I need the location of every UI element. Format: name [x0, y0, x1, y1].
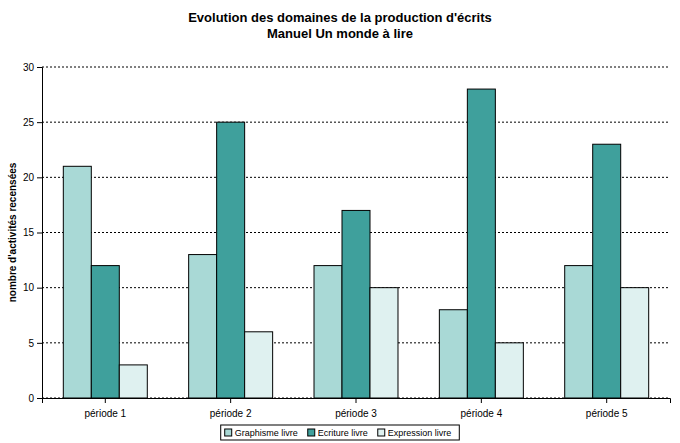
tick-mark — [230, 398, 231, 403]
tick: 10 — [23, 282, 42, 293]
tick-label: période 1 — [84, 408, 126, 419]
tick-label: période 4 — [460, 408, 502, 419]
bar — [119, 365, 147, 398]
grid — [42, 67, 670, 398]
bar — [565, 266, 593, 398]
x-axis: période 1 période 2 période 3 période 4 péri… — [43, 398, 671, 419]
legend-swatch — [308, 429, 315, 436]
bar — [495, 343, 523, 398]
legend-swatch — [225, 429, 232, 436]
tick: période 2 — [210, 398, 252, 419]
tick: période 4 — [460, 398, 502, 419]
tick-label: 25 — [23, 117, 35, 128]
tick: 20 — [23, 172, 42, 183]
tick-mark — [105, 398, 106, 403]
bar — [593, 144, 621, 398]
tick-mark — [37, 177, 42, 178]
tick-mark — [481, 398, 482, 403]
tick-label: période 2 — [210, 408, 252, 419]
tick: 25 — [23, 117, 42, 128]
tick: 0 — [28, 393, 42, 404]
legend-item: Graphisme livre — [225, 428, 298, 438]
x-axis-line — [43, 399, 671, 404]
bar — [63, 166, 91, 398]
tick-label: période 5 — [586, 408, 628, 419]
tick: période 1 — [84, 398, 126, 419]
title: Evolution des domaines de la production … — [188, 10, 492, 25]
tick-mark — [37, 233, 42, 234]
bar — [342, 210, 370, 398]
bar — [217, 122, 245, 398]
grid-line — [42, 122, 670, 123]
subtitle: Manuel Un monde à lire — [267, 26, 413, 41]
tick-label: 20 — [23, 172, 35, 183]
legend: Graphisme livre Ecriture livre Expression … — [221, 425, 460, 440]
tick-label: 30 — [23, 62, 35, 73]
bar — [189, 255, 217, 398]
y-axis: 0 5 10 15 20 25 30 — [23, 62, 43, 404]
legend-label: Graphisme livre — [235, 428, 298, 438]
legend-label: Ecriture livre — [318, 428, 368, 438]
chart: Evolution des domaines de la production … — [0, 0, 680, 443]
tick: 5 — [28, 338, 42, 349]
tick-label: 0 — [28, 393, 34, 404]
legend-swatch — [378, 429, 385, 436]
bar — [370, 288, 398, 398]
bar — [91, 266, 119, 398]
bar — [621, 288, 649, 398]
plot: 051015202530période 1période 2période 3p… — [23, 62, 671, 419]
bar — [467, 89, 495, 398]
bars — [63, 89, 648, 398]
axis-title: nombre d'activités recensées — [7, 162, 18, 302]
tick-label: 5 — [28, 338, 34, 349]
tick-mark — [37, 288, 42, 289]
tick-mark — [37, 67, 42, 68]
tick: période 3 — [335, 398, 377, 419]
tick-mark — [356, 398, 357, 403]
tick-mark — [37, 122, 42, 123]
legend-label: Expression livre — [388, 428, 452, 438]
tick-mark — [606, 398, 607, 403]
tick-label: 10 — [23, 282, 35, 293]
bar — [245, 332, 273, 398]
tick-label: 15 — [23, 227, 35, 238]
grid-line — [42, 177, 670, 178]
tick-mark — [37, 343, 42, 344]
tick: période 5 — [586, 398, 628, 419]
legend-box — [221, 425, 460, 440]
tick: 30 — [23, 62, 42, 73]
bar — [314, 266, 342, 398]
grid-line — [42, 67, 670, 68]
legend-item: Expression livre — [378, 428, 452, 438]
tick: 15 — [23, 227, 42, 238]
tick-label: période 3 — [335, 408, 377, 419]
legend-item: Ecriture livre — [308, 428, 368, 438]
tick-mark — [37, 398, 42, 399]
y-axis-line — [37, 68, 43, 399]
bar — [439, 310, 467, 398]
